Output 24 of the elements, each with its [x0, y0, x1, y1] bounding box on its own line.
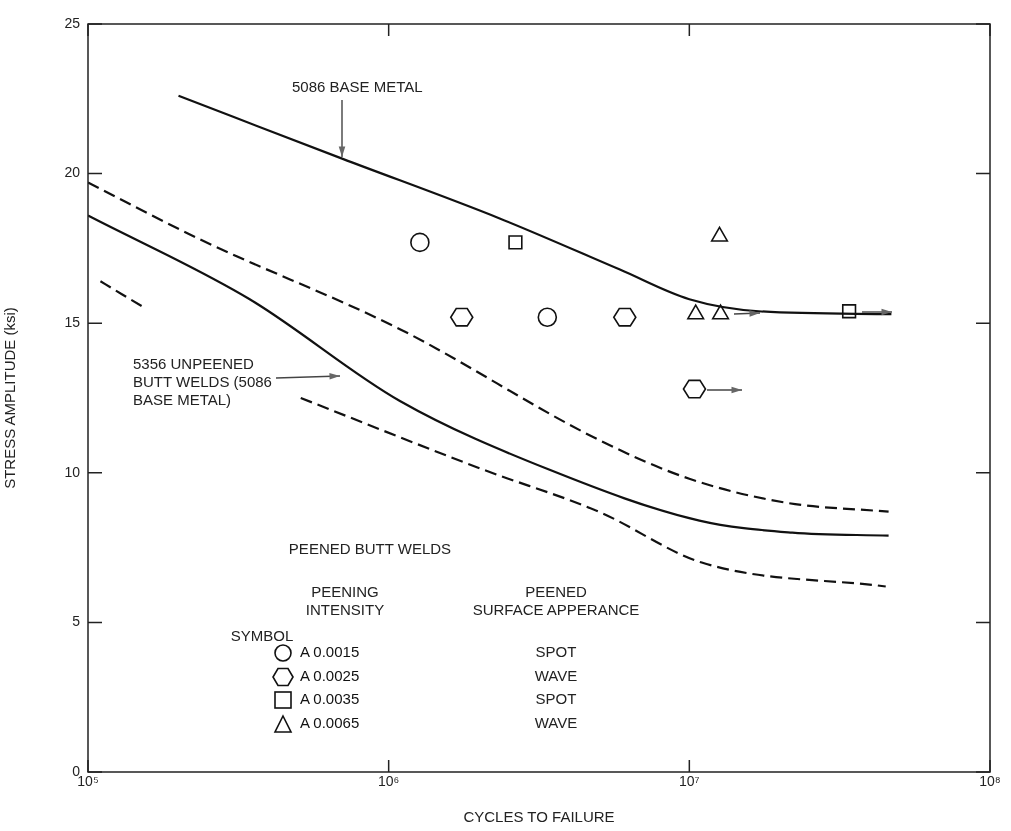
- annotation: WAVE: [534, 666, 578, 685]
- legend-label: A 0.0015: [300, 643, 360, 661]
- annotation: SPOT: [535, 690, 577, 708]
- y-tick-label: 10: [64, 463, 81, 480]
- x-tick-label: 10⁸: [979, 773, 1001, 790]
- text: 5086 BASE METAL: [292, 78, 423, 96]
- legend-title: PEENED BUTT WELDS: [288, 540, 452, 558]
- y-axis-title: STRESS AMPLITUDE (ksi): [1, 307, 19, 489]
- x-tick-label: 10⁷: [679, 773, 700, 790]
- annotation: PEENING INTENSITY: [305, 583, 385, 619]
- y-tick-label: 15: [64, 314, 81, 331]
- legend-label: A 0.0035: [300, 690, 360, 708]
- text: 5356 UNPEENED BUTT WELDS (5086 BASE METAL): [133, 355, 273, 409]
- annotation: PEENED SURFACE APPERANCE: [472, 583, 640, 619]
- x-axis-title: CYCLES TO FAILURE: [463, 808, 615, 826]
- legend-label: A 0.0025: [300, 666, 360, 685]
- annotation: SPOT: [535, 643, 577, 661]
- annotation: SYMBOL: [230, 627, 294, 645]
- y-tick-label: 25: [64, 14, 81, 31]
- legend-label: A 0.0065: [300, 713, 360, 732]
- y-tick-label: 20: [64, 164, 81, 181]
- y-tick-label: 5: [72, 613, 81, 630]
- annotation: WAVE: [534, 713, 578, 732]
- x-tick-label: 10⁶: [377, 773, 400, 790]
